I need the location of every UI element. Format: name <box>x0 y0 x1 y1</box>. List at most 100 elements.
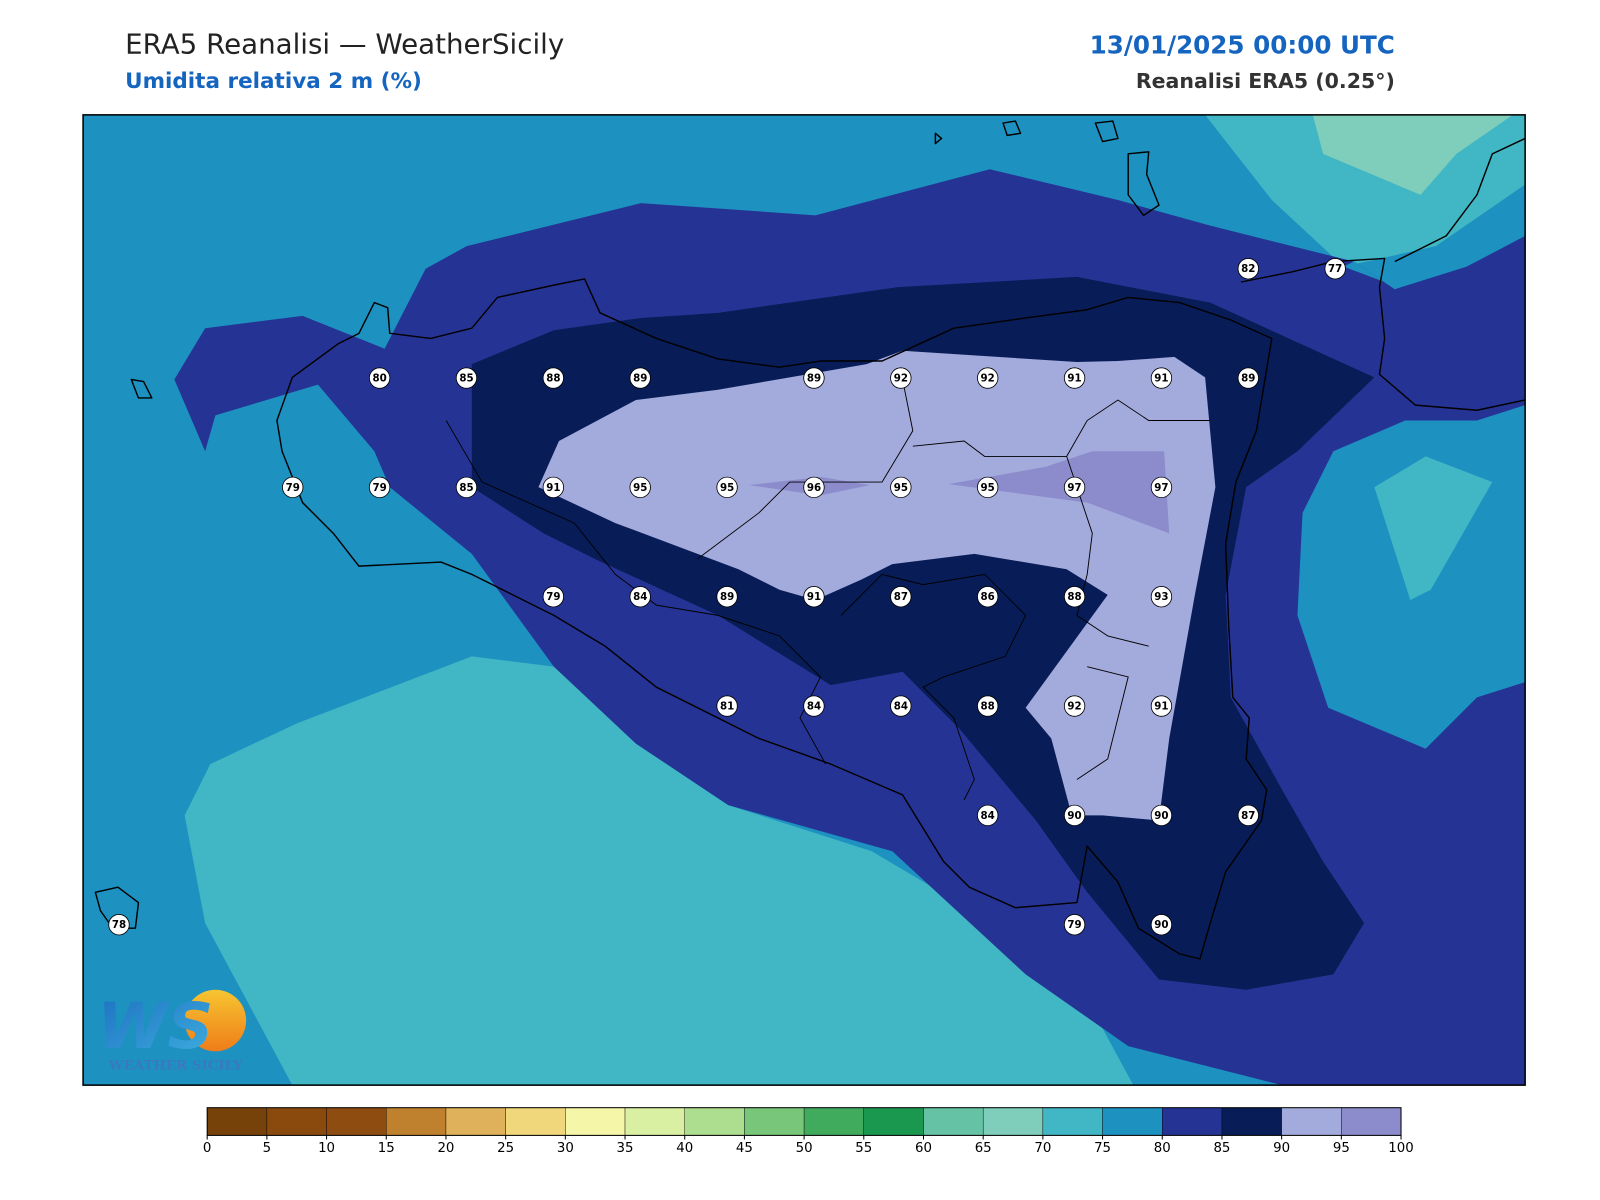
colorbar-label: 55 <box>855 1141 872 1156</box>
station-value: 92 <box>1067 701 1081 713</box>
colorbar-label: 15 <box>378 1141 395 1156</box>
colorbar-label: 100 <box>1388 1141 1413 1156</box>
station-value: 84 <box>981 810 995 822</box>
station-marker <box>890 586 912 608</box>
station: 88 <box>542 367 564 389</box>
station-marker <box>1063 586 1086 608</box>
station-value: 90 <box>1067 810 1081 822</box>
station-marker <box>977 476 999 499</box>
station: 79 <box>542 586 564 608</box>
station: 88 <box>1063 586 1086 608</box>
station: 91 <box>1150 695 1173 717</box>
contour-fill <box>1343 114 1526 290</box>
station: 95 <box>629 476 651 499</box>
station-value: 81 <box>720 701 734 713</box>
colorbar-swatch <box>565 1107 626 1136</box>
datetime: 13/01/2025 00:00 UTC <box>1090 30 1395 59</box>
station: 89 <box>629 367 651 389</box>
station-value: 85 <box>459 373 473 385</box>
station-value: 95 <box>633 482 647 494</box>
station: 95 <box>890 476 912 499</box>
colorbar-swatch <box>982 1107 1044 1136</box>
station-marker <box>1150 695 1173 717</box>
colorbar-swatch <box>326 1107 387 1136</box>
station: 91 <box>542 476 564 499</box>
colorbar-swatch <box>684 1107 745 1136</box>
station-marker <box>1063 476 1086 499</box>
station-marker <box>282 476 304 499</box>
colorbar-label: 35 <box>617 1141 634 1156</box>
colorbar-label: 60 <box>915 1141 932 1156</box>
station: 91 <box>803 586 825 608</box>
station-marker <box>716 476 738 499</box>
station-value: 79 <box>1067 919 1081 931</box>
station: 87 <box>1237 804 1259 827</box>
station-value: 92 <box>981 373 995 385</box>
logo-text: WEATHER SICILY <box>108 1058 243 1074</box>
station-marker <box>1237 258 1259 280</box>
station-marker <box>1150 586 1173 608</box>
colorbar-label: 75 <box>1094 1141 1111 1156</box>
station-marker <box>542 476 564 499</box>
station-marker <box>803 586 825 608</box>
colorbar-label: 20 <box>437 1141 454 1156</box>
station: 97 <box>1063 476 1086 499</box>
station-marker <box>1063 914 1086 936</box>
colorbar-swatch <box>1341 1107 1402 1136</box>
station-marker <box>108 914 130 936</box>
station-value: 87 <box>894 591 908 603</box>
station-marker <box>455 367 478 389</box>
station: 80 <box>368 367 391 389</box>
station: 91 <box>1150 367 1173 389</box>
station-value: 95 <box>981 482 995 494</box>
station-marker <box>1063 695 1086 717</box>
station-marker <box>1324 258 1346 280</box>
station-marker <box>716 695 738 717</box>
station-value: 91 <box>1154 701 1168 713</box>
station: 92 <box>1063 695 1086 717</box>
colorbar-swatch <box>1281 1107 1342 1136</box>
colorbar-label: 0 <box>203 1141 211 1156</box>
station-value: 90 <box>1154 919 1168 931</box>
station-marker <box>1237 367 1259 389</box>
station-value: 89 <box>720 591 734 603</box>
station: 93 <box>1150 586 1173 608</box>
station: 91 <box>1063 367 1086 389</box>
station-value: 97 <box>1154 482 1168 494</box>
station-value: 91 <box>546 482 560 494</box>
colorbar-swatch <box>266 1107 327 1136</box>
logo: WS WEATHER SICILY <box>97 989 247 1074</box>
logo-sun <box>184 989 247 1052</box>
colorbar-label: 50 <box>796 1141 813 1156</box>
coastline <box>1240 137 1526 411</box>
source: Reanalisi ERA5 (0.25°) <box>1136 69 1395 93</box>
contour-fill <box>1312 114 1513 195</box>
station: 79 <box>368 476 391 499</box>
station-value: 93 <box>1154 591 1168 603</box>
station-value: 84 <box>633 591 647 603</box>
station-marker <box>716 586 738 608</box>
station-marker <box>368 367 391 389</box>
station-marker <box>629 367 651 389</box>
colorbar-swatch <box>206 1107 268 1136</box>
contour-fill <box>184 656 1134 1086</box>
station: 92 <box>977 367 999 389</box>
colorbar-label: 5 <box>263 1141 271 1156</box>
station-marker <box>629 476 651 499</box>
station-marker <box>890 695 912 717</box>
colorbar-swatch <box>803 1107 865 1136</box>
station: 84 <box>890 695 912 717</box>
station-marker <box>803 695 825 717</box>
station-value: 79 <box>372 482 386 494</box>
station: 86 <box>977 586 999 608</box>
station: 84 <box>803 695 825 717</box>
station-labels: 82 77 80 85 88 89 89 92 92 91 91 89 79 79 85 91 95 95 96 95… <box>108 258 1346 936</box>
island <box>94 120 1160 929</box>
colorbar-swatch <box>445 1107 506 1136</box>
station-value: 91 <box>1067 373 1081 385</box>
colorbar-swatch <box>1162 1107 1223 1136</box>
station-marker <box>629 586 651 608</box>
station: 90 <box>1150 804 1173 827</box>
station-value: 91 <box>1154 373 1168 385</box>
